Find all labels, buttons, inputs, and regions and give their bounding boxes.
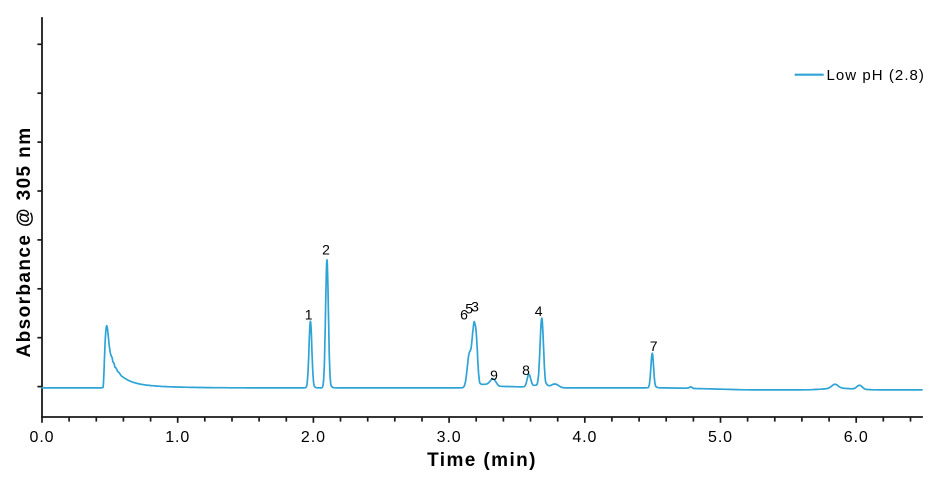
svg-text:0.0: 0.0: [30, 429, 55, 446]
svg-text:3: 3: [471, 299, 479, 315]
svg-text:3.0: 3.0: [437, 429, 462, 446]
svg-text:9: 9: [490, 367, 498, 383]
svg-text:1: 1: [305, 307, 313, 323]
svg-text:5: 5: [465, 301, 473, 317]
svg-text:1.0: 1.0: [165, 429, 190, 446]
svg-text:4.0: 4.0: [572, 429, 597, 446]
svg-text:6.0: 6.0: [844, 429, 869, 446]
svg-text:2.0: 2.0: [301, 429, 326, 446]
svg-text:7: 7: [650, 338, 658, 354]
svg-text:Time (min): Time (min): [427, 450, 537, 471]
svg-text:6: 6: [460, 307, 468, 323]
svg-text:Absorbance @ 305 nm: Absorbance @ 305 nm: [14, 127, 35, 358]
svg-text:2: 2: [322, 242, 330, 258]
svg-text:8: 8: [522, 362, 530, 378]
svg-text:4: 4: [535, 303, 543, 319]
svg-text:5.0: 5.0: [708, 429, 733, 446]
svg-text:Low pH (2.8): Low pH (2.8): [827, 67, 925, 84]
